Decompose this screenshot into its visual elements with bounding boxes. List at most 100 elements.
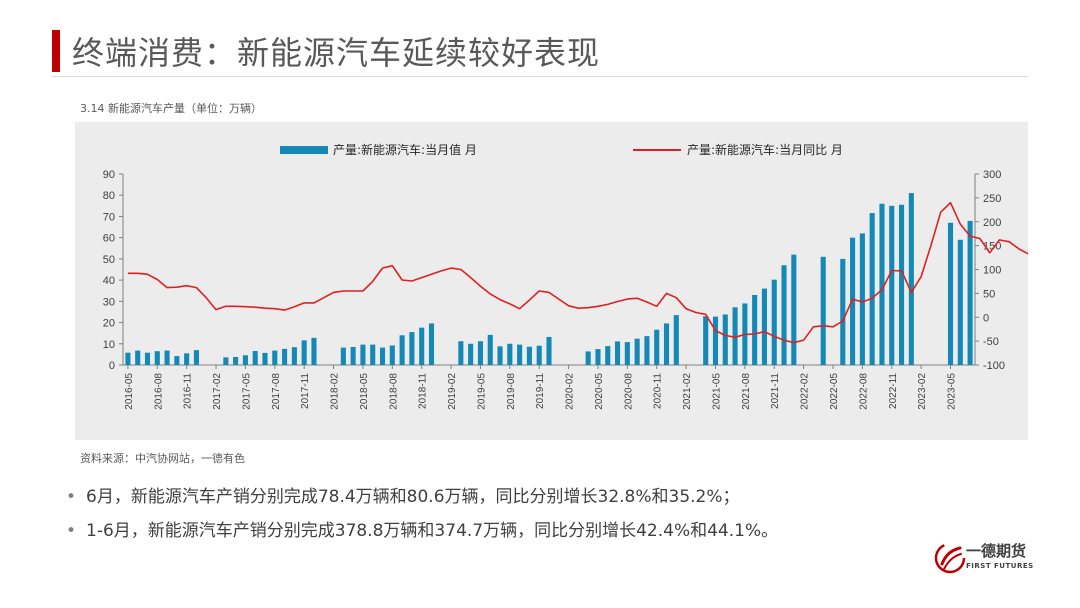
bar (791, 254, 797, 365)
bar (595, 349, 601, 365)
x-tick-label: 2020-08 (623, 373, 634, 410)
bar (468, 343, 474, 365)
bar (350, 346, 356, 365)
bar (947, 222, 954, 365)
x-tick-label: 2021-02 (682, 373, 693, 410)
bar (879, 203, 885, 365)
bar (193, 350, 199, 365)
bar (409, 332, 415, 365)
x-tick-label: 2017-05 (241, 373, 252, 410)
right-y-tick-label: 200 (983, 217, 1001, 229)
bar (889, 205, 895, 365)
bar (419, 327, 425, 365)
x-tick-label: 2019-02 (447, 373, 458, 410)
left-y-tick-label: 50 (103, 254, 115, 266)
x-tick-label: 2017-02 (212, 373, 223, 410)
bar (703, 316, 709, 365)
bar (311, 337, 317, 365)
bar (859, 233, 865, 365)
left-y-tick-label: 60 (103, 233, 115, 245)
right-y-tick-label: -50 (983, 336, 999, 348)
bar (487, 334, 493, 365)
x-tick-label: 2020-05 (594, 373, 605, 410)
x-tick-label: 2023-05 (947, 373, 958, 410)
x-tick-label: 2022-05 (829, 373, 840, 410)
x-tick-label: 2018-05 (359, 373, 370, 410)
x-tick-label: 2019-11 (535, 373, 546, 409)
x-tick-label: 2019-05 (476, 373, 487, 410)
x-tick-label: 2022-08 (858, 373, 869, 410)
x-tick-label: 2017-08 (271, 373, 282, 410)
x-tick-label: 2022-11 (888, 373, 899, 409)
bar (379, 347, 386, 365)
bar (399, 335, 405, 365)
bar (282, 348, 288, 365)
bar (233, 356, 239, 365)
yoy-line (127, 201, 1028, 344)
chart-background (75, 122, 1028, 440)
bar (174, 356, 180, 365)
x-tick-label: 2018-08 (388, 373, 399, 410)
bar (144, 352, 151, 365)
logo-name: 一德期货 (966, 542, 1027, 560)
bar (125, 352, 131, 365)
bar (272, 350, 278, 365)
page-title: 终端消费：新能源汽车延续较好表现 (72, 34, 601, 72)
bar (291, 347, 297, 365)
title-accent-bar (52, 30, 60, 72)
bar (507, 343, 513, 365)
x-tick-label: 2021-08 (741, 373, 752, 410)
summary-bullets: 6月，新能源汽车产销分别完成78.4万辆和80.6万辆，同比分别增长32.8%和… (66, 484, 778, 552)
x-tick-label: 2016-08 (153, 373, 164, 410)
x-tick-label: 2018-11 (418, 373, 429, 409)
legend-bar-label: 产量:新能源汽车:当月值 月 (333, 142, 477, 157)
title-divider (52, 76, 1028, 77)
bar (634, 338, 640, 365)
bar (644, 336, 650, 365)
bar (223, 357, 229, 365)
bar (536, 345, 542, 365)
bar (340, 347, 346, 365)
x-tick-label: 2023-02 (917, 373, 928, 410)
bar (771, 279, 777, 365)
left-y-tick-label: 80 (103, 190, 115, 202)
bar (752, 294, 758, 365)
bar (850, 237, 856, 365)
bar (624, 342, 630, 365)
bar (242, 355, 248, 365)
legend-line-label: 产量:新能源汽车:当月同比 月 (687, 142, 843, 157)
x-tick-label: 2017-11 (300, 373, 311, 409)
bar (546, 336, 552, 365)
bullet-half-year: 1-6月，新能源汽车产销分别完成378.8万辆和374.7万辆，同比分别增长42… (66, 518, 778, 552)
bar (615, 341, 621, 365)
right-y-tick-label: 100 (983, 265, 1001, 277)
bar (154, 351, 160, 365)
bar (497, 346, 503, 365)
x-tick-label: 2018-02 (330, 373, 341, 410)
legend-bar-swatch (280, 146, 328, 154)
left-y-tick-label: 20 (103, 318, 115, 330)
x-tick-label: 2016-11 (183, 373, 194, 409)
x-tick-label: 2022-02 (800, 373, 811, 410)
bar (360, 344, 366, 365)
bar (840, 258, 846, 365)
bar (135, 350, 141, 365)
left-y-tick-label: 90 (103, 169, 115, 181)
first-futures-logo-icon (934, 542, 966, 574)
bar (908, 193, 914, 365)
x-tick-label: 2021-05 (711, 373, 722, 410)
bar (722, 314, 728, 365)
left-y-tick-label: 30 (103, 296, 115, 308)
x-tick-label: 2020-02 (565, 373, 576, 410)
left-y-tick-label: 40 (103, 275, 115, 287)
logo-english-name: FIRST FUTURES (966, 562, 1034, 570)
right-y-tick-label: -100 (983, 360, 1005, 372)
bar (673, 315, 679, 365)
bar (654, 329, 660, 365)
bar (957, 239, 963, 365)
bar (517, 344, 523, 365)
bar (164, 350, 170, 365)
bar (732, 307, 738, 365)
left-y-tick-label: 10 (103, 339, 115, 351)
bar (370, 344, 376, 365)
